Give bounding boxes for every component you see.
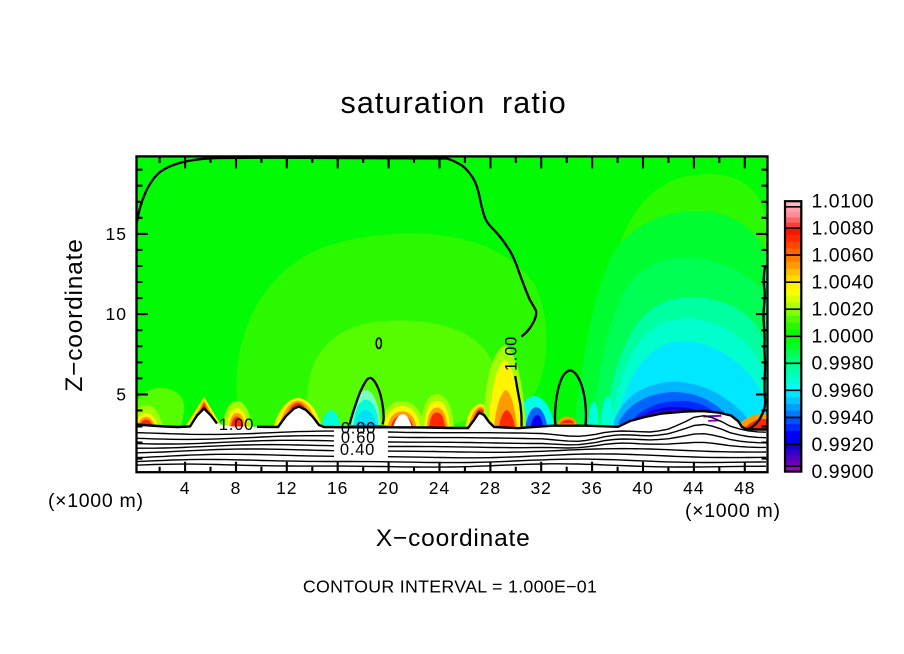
svg-text:0.60: 0.60	[341, 429, 376, 447]
svg-text:1.0020: 1.0020	[812, 299, 875, 321]
svg-text:8: 8	[231, 478, 242, 498]
svg-text:32: 32	[530, 478, 551, 498]
svg-text:10: 10	[106, 304, 127, 324]
svg-text:28: 28	[480, 478, 501, 498]
svg-text:1.0060: 1.0060	[812, 245, 875, 267]
svg-text:0.9940: 0.9940	[812, 407, 875, 429]
svg-text:X−coordinate: X−coordinate	[376, 525, 531, 552]
svg-text:1.0100: 1.0100	[812, 190, 875, 212]
svg-text:0.9980: 0.9980	[812, 353, 875, 375]
svg-text:44: 44	[683, 478, 704, 498]
svg-text:24: 24	[429, 478, 450, 498]
svg-text:40: 40	[632, 478, 653, 498]
svg-text:1.00: 1.00	[503, 336, 521, 371]
svg-text:1.0080: 1.0080	[812, 218, 875, 240]
svg-text:1.00: 1.00	[219, 416, 254, 434]
svg-text:Z−coordinate: Z−coordinate	[61, 238, 88, 391]
svg-text:4: 4	[180, 478, 191, 498]
svg-text:12: 12	[276, 478, 297, 498]
svg-text:saturation ratio: saturation ratio	[341, 86, 567, 120]
svg-text:0.40: 0.40	[340, 441, 375, 459]
svg-text:0.9960: 0.9960	[812, 380, 875, 402]
svg-text:1.0040: 1.0040	[812, 272, 875, 294]
svg-text:1.0000: 1.0000	[812, 326, 875, 348]
svg-text:(×1000 m): (×1000 m)	[48, 490, 144, 512]
svg-text:20: 20	[378, 478, 399, 498]
svg-text:0.9900: 0.9900	[812, 461, 875, 483]
svg-text:48: 48	[734, 478, 755, 498]
svg-text:(×1000 m): (×1000 m)	[685, 500, 781, 522]
svg-text:CONTOUR INTERVAL = 1.000E−01: CONTOUR INTERVAL = 1.000E−01	[303, 577, 597, 597]
svg-text:16: 16	[327, 478, 348, 498]
svg-text:0.9920: 0.9920	[812, 434, 875, 456]
svg-text:15: 15	[106, 224, 127, 244]
svg-text:0.80: 0.80	[341, 420, 376, 438]
svg-text:5: 5	[116, 384, 127, 404]
svg-text:36: 36	[581, 478, 602, 498]
